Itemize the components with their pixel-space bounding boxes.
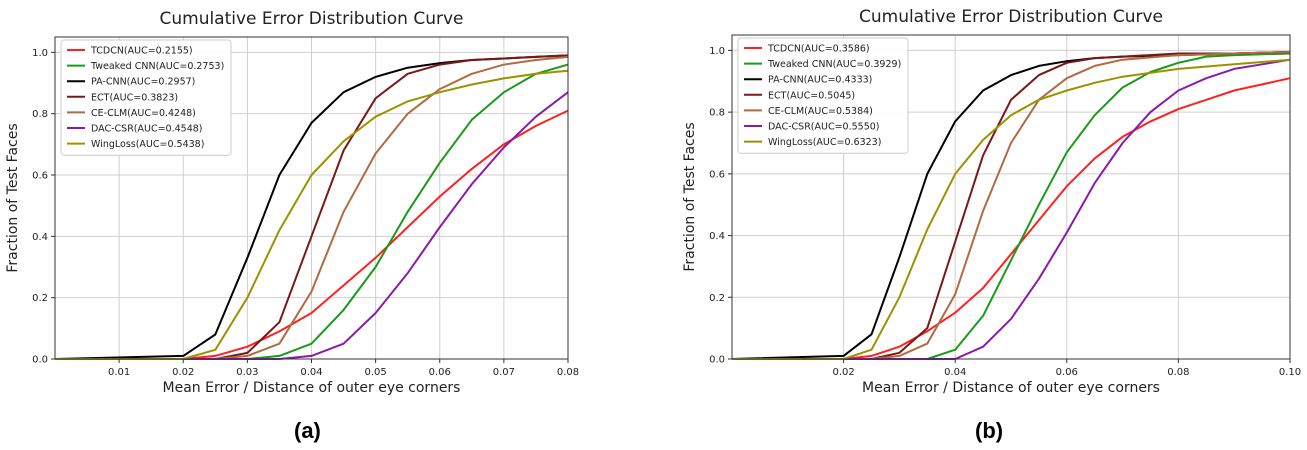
x-axis-label: Mean Error / Distance of outer eye corne…	[862, 380, 1160, 396]
caption-a: (a)	[294, 418, 321, 443]
legend-entry: WingLoss(AUC=0.5438)	[91, 139, 204, 150]
legend-entry: PA-CNN(AUC=0.4333)	[768, 75, 872, 86]
legend: TCDCN(AUC=0.3586) Tweaked CNN(AUC=0.3929)…	[737, 37, 909, 154]
y-axis-label: Fraction of Test Faces	[682, 122, 698, 271]
legend-entry: Tweaked CNN(AUC=0.3929)	[767, 59, 901, 70]
y-tick-label: 0.0	[32, 355, 48, 366]
y-tick-label: 1.0	[709, 46, 725, 57]
chart-b: 0.02 0.04 0.06 0.08 0.10 0.0 0.2 0.4 0.6 0.8 1.0 Cu…	[682, 7, 1301, 396]
y-tick-label: 0.4	[32, 232, 48, 243]
chart-a: 0.01 0.02 0.03 0.04 0.05 0.06 0.07 0.08 0.0 0.2 0.…	[5, 9, 579, 396]
series-line-5	[732, 58, 1291, 360]
y-tick-label: 0.4	[709, 231, 725, 242]
series-line-1	[55, 63, 569, 360]
series-line-6	[55, 69, 569, 360]
series-line-1	[732, 52, 1291, 360]
legend-entry: ECT(AUC=0.5045)	[768, 90, 855, 101]
legend-entry: DAC-CSR(AUC=0.5550)	[768, 122, 880, 133]
series-line-6	[732, 58, 1291, 360]
series-line-3	[55, 54, 569, 360]
plot-frame	[731, 34, 1291, 360]
series-line-4	[732, 51, 1291, 360]
legend-box	[737, 37, 909, 154]
x-tick-label: 0.07	[493, 367, 515, 378]
y-tick-label: 1.0	[32, 48, 48, 59]
legend-entry: ECT(AUC=0.3823)	[91, 92, 178, 103]
series-line-4	[55, 55, 569, 360]
x-tick-label: 0.03	[236, 367, 258, 378]
legend-entry: TCDCN(AUC=0.3586)	[767, 44, 870, 55]
y-tick-label: 0.6	[32, 171, 48, 182]
legend: TCDCN(AUC=0.2155) Tweaked CNN(AUC=0.2753)…	[60, 39, 232, 156]
x-tick-label: 0.06	[1056, 367, 1078, 378]
series-line-5	[55, 91, 569, 360]
legend-entry: WingLoss(AUC=0.6323)	[768, 137, 881, 148]
legend-entry: PA-CNN(AUC=0.2957)	[91, 77, 195, 88]
y-tick-label: 0.6	[709, 169, 725, 180]
x-tick-label: 0.06	[429, 367, 451, 378]
y-tick-label: 0.0	[709, 355, 725, 366]
y-axis-label: Fraction of Test Faces	[5, 123, 21, 272]
x-tick-label: 0.08	[557, 367, 579, 378]
legend-box	[60, 39, 232, 156]
series-line-0	[732, 77, 1291, 360]
legend-entry: Tweaked CNN(AUC=0.2753)	[90, 61, 224, 72]
x-tick-label: 0.05	[364, 367, 386, 378]
y-tick-label: 0.2	[709, 293, 725, 304]
y-tick-label: 0.2	[32, 293, 48, 304]
series-line-2	[731, 51, 1291, 360]
x-tick-label: 0.04	[300, 367, 322, 378]
y-tick-label: 0.8	[709, 108, 725, 119]
x-tick-label: 0.02	[172, 367, 194, 378]
x-axis-label: Mean Error / Distance of outer eye corne…	[163, 380, 461, 396]
chart-title: Cumulative Error Distribution Curve	[159, 9, 463, 29]
x-tick-label: 0.02	[832, 367, 854, 378]
chart-title: Cumulative Error Distribution Curve	[859, 7, 1163, 27]
x-tick-label: 0.01	[108, 367, 130, 378]
series-line-3	[732, 51, 1291, 360]
legend-entry: CE-CLM(AUC=0.4248)	[91, 108, 196, 119]
legend-entry: CE-CLM(AUC=0.5384)	[768, 106, 873, 117]
x-tick-label: 0.10	[1279, 367, 1301, 378]
legend-entry: TCDCN(AUC=0.2155)	[90, 46, 193, 57]
caption-b: (b)	[975, 418, 1004, 443]
x-tick-label: 0.08	[1167, 367, 1189, 378]
y-tick-label: 0.8	[32, 109, 48, 120]
x-tick-label: 0.04	[944, 367, 966, 378]
series-line-0	[55, 109, 569, 360]
legend-entry: DAC-CSR(AUC=0.4548)	[91, 124, 203, 135]
